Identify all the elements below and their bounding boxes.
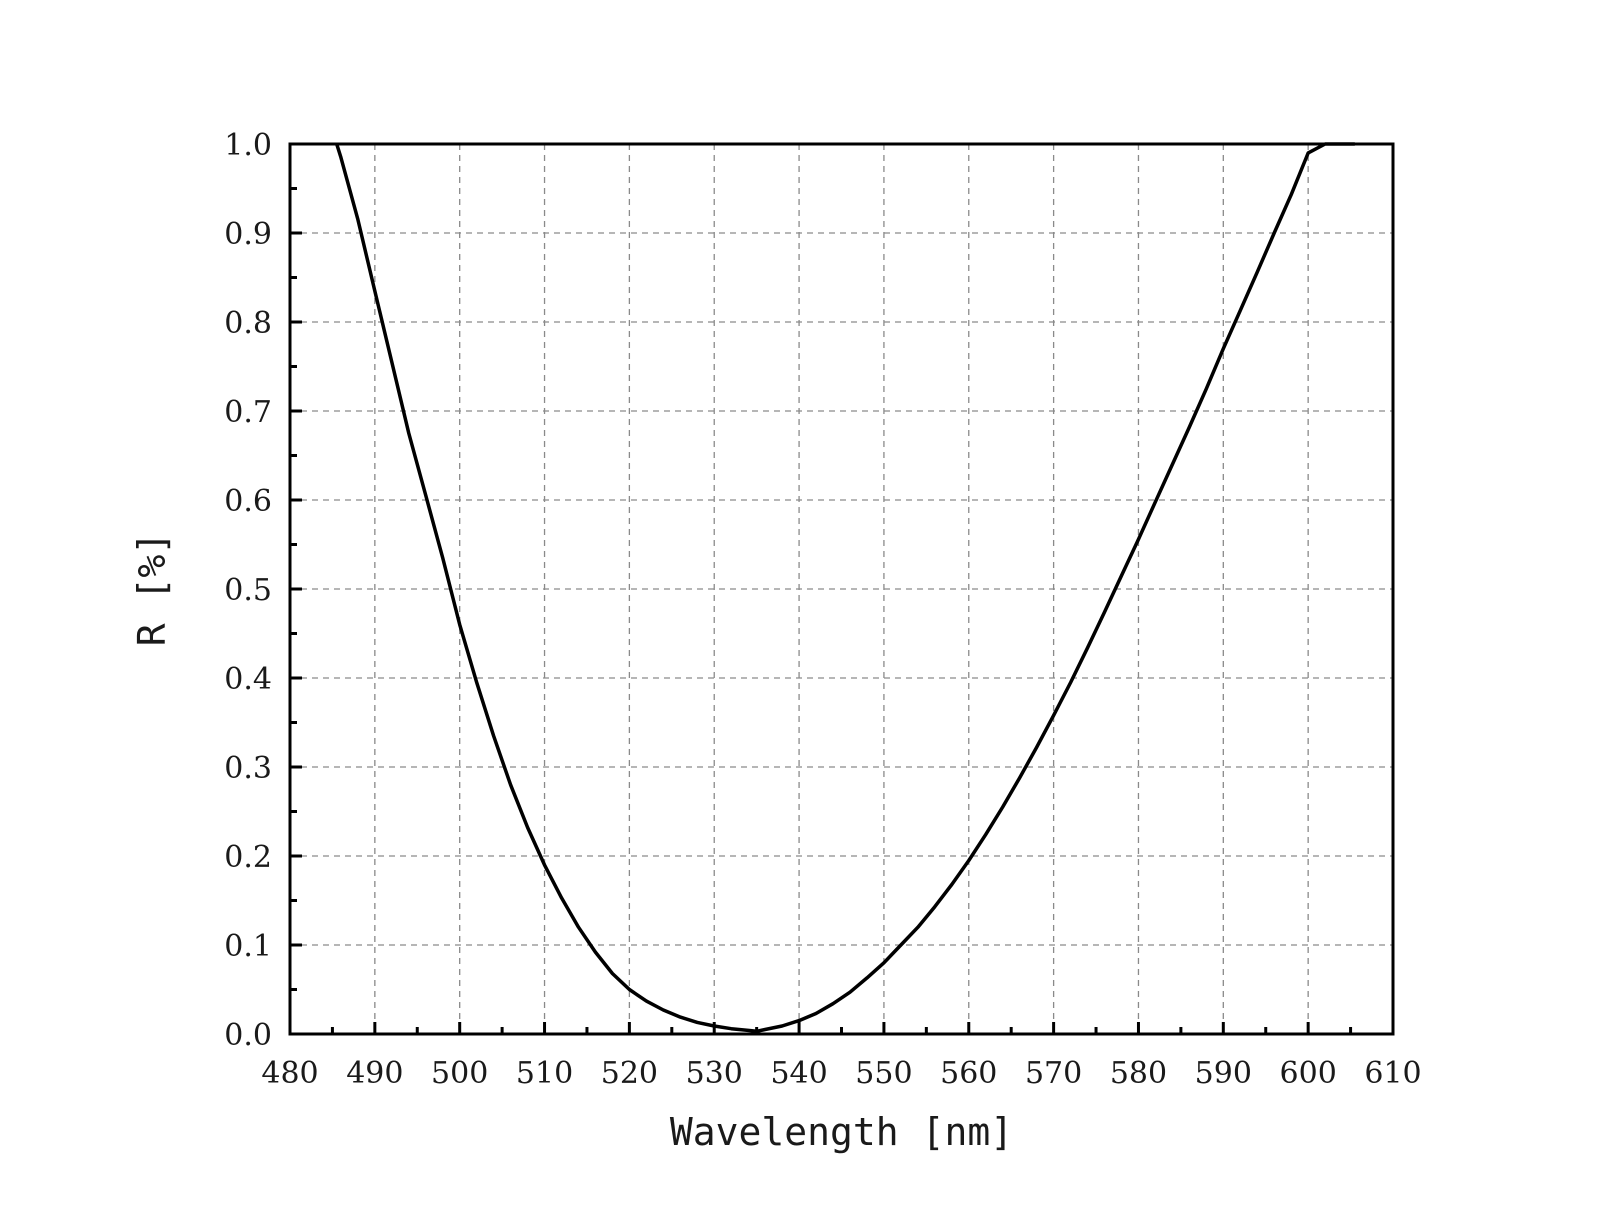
y-tick-label: 0.1 <box>224 929 272 964</box>
x-tick-label: 560 <box>940 1056 997 1091</box>
x-tick-label: 590 <box>1195 1056 1252 1091</box>
x-tick-label: 570 <box>1025 1056 1082 1091</box>
y-tick-label: 0.9 <box>224 217 272 252</box>
x-tick-label: 600 <box>1280 1056 1337 1091</box>
x-tick-label: 580 <box>1110 1056 1167 1091</box>
curve-layer <box>335 142 1355 1034</box>
y-tick-label: 0.5 <box>224 573 272 608</box>
tick-layer <box>288 142 1395 1036</box>
reflectance-curve <box>335 142 1355 1034</box>
y-tick-label: 0.7 <box>224 395 272 430</box>
x-axis-title: Wavelength [nm] <box>670 1110 1013 1154</box>
y-tick-label: 0.0 <box>224 1018 272 1053</box>
y-tick-label: 0.4 <box>224 662 272 697</box>
y-tick-label: 1.0 <box>224 128 272 163</box>
x-tick-label: 550 <box>855 1056 912 1091</box>
y-axis-title: R [%] <box>130 532 174 646</box>
label-layer: 480 490 500 510 520 530 540 550 560 570 580 590 600 6… <box>224 128 1421 1091</box>
x-tick-label: 540 <box>770 1056 827 1091</box>
y-tick-label: 0.3 <box>224 751 272 786</box>
y-tick-label: 0.2 <box>224 840 272 875</box>
x-tick-label: 610 <box>1364 1056 1421 1091</box>
x-tick-label: 530 <box>686 1056 743 1091</box>
grid-layer <box>290 144 1393 1034</box>
y-tick-label: 0.8 <box>224 306 272 341</box>
x-tick-label: 490 <box>346 1056 403 1091</box>
x-tick-label: 510 <box>516 1056 573 1091</box>
x-tick-label: 480 <box>261 1056 318 1091</box>
x-tick-label: 500 <box>431 1056 488 1091</box>
x-tick-label: 520 <box>601 1056 658 1091</box>
y-tick-label: 0.6 <box>224 484 272 519</box>
